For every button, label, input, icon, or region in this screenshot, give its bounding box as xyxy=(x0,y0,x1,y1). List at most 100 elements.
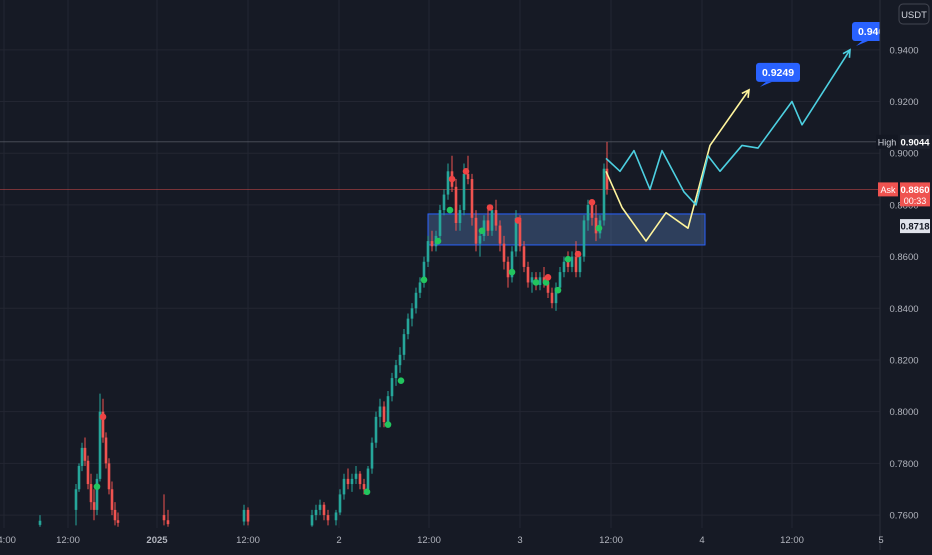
candle xyxy=(438,204,442,242)
candle xyxy=(346,468,350,490)
candle xyxy=(98,393,102,482)
signal-dot xyxy=(93,483,101,490)
candle xyxy=(310,509,314,527)
candle xyxy=(101,398,105,443)
candle xyxy=(605,141,609,195)
y-tick-label: 0.9200 xyxy=(889,97,918,108)
zone-rect[interactable] xyxy=(427,213,706,246)
svg-text:0.9044: 0.9044 xyxy=(900,137,930,148)
candle xyxy=(538,272,542,291)
projection-cyan xyxy=(605,49,851,206)
candle xyxy=(89,473,93,510)
signal-markers xyxy=(93,168,603,496)
currency-button-label: USDT xyxy=(901,10,927,21)
projection-paths xyxy=(605,48,851,242)
x-tick-label: 3 xyxy=(517,535,522,546)
projection-yellow xyxy=(605,89,750,242)
candle xyxy=(470,173,474,226)
candle xyxy=(498,220,502,252)
signal-dot xyxy=(462,168,470,175)
candle xyxy=(318,499,322,516)
y-tick-label: 0.8200 xyxy=(889,355,918,366)
candle xyxy=(374,411,378,448)
candle xyxy=(350,473,354,492)
svg-text:Ask: Ask xyxy=(880,185,896,195)
candle xyxy=(554,282,558,311)
candle xyxy=(386,391,390,425)
svg-text:0.8718: 0.8718 xyxy=(900,222,929,233)
candle xyxy=(86,455,90,490)
y-tick-label: 0.9000 xyxy=(889,149,918,160)
candle xyxy=(446,163,450,200)
candle xyxy=(526,261,530,288)
candle xyxy=(166,509,170,527)
signal-dot xyxy=(448,175,456,183)
candle xyxy=(242,504,246,526)
candle xyxy=(95,473,99,516)
candle xyxy=(370,437,374,474)
signal-dot xyxy=(363,488,371,496)
signal-dot xyxy=(574,250,582,258)
candle xyxy=(92,489,96,521)
candle xyxy=(394,359,398,386)
signal-dot xyxy=(478,227,486,235)
candle xyxy=(402,328,406,360)
signal-dot xyxy=(384,421,392,428)
candle xyxy=(522,241,526,273)
candle xyxy=(570,251,574,273)
signal-dot xyxy=(508,268,516,276)
y-tick-label: 0.9400 xyxy=(889,45,918,56)
candle xyxy=(458,204,462,231)
signal-dot xyxy=(532,279,540,286)
signal-dot xyxy=(554,286,562,294)
price-axis-panel[interactable] xyxy=(880,0,932,550)
x-tick-label: 04:00 xyxy=(0,535,16,546)
candle xyxy=(414,287,418,314)
candle xyxy=(478,230,482,257)
signal-dot xyxy=(420,276,428,284)
candle xyxy=(378,398,382,428)
candle xyxy=(246,507,250,526)
y-tick-label: 0.8600 xyxy=(889,252,918,263)
candle xyxy=(494,199,498,231)
signal-dot xyxy=(446,206,454,214)
y-tick-label: 0.8000 xyxy=(889,407,918,418)
x-tick-label: 2025 xyxy=(146,535,168,546)
signal-dot xyxy=(434,237,442,245)
candle xyxy=(342,473,346,500)
candle xyxy=(334,509,338,526)
candle xyxy=(418,277,422,298)
candle xyxy=(510,246,514,283)
candle xyxy=(83,437,87,466)
candle xyxy=(382,401,386,428)
candle xyxy=(322,502,326,521)
candle xyxy=(582,215,586,262)
candle xyxy=(454,179,458,231)
svg-text:High: High xyxy=(878,137,897,147)
candle xyxy=(474,210,478,252)
support-zone xyxy=(427,213,706,246)
projection-cyan-arrowhead xyxy=(842,48,851,58)
candle xyxy=(110,481,114,516)
candle xyxy=(562,256,566,278)
candle xyxy=(390,372,394,402)
candle xyxy=(107,458,111,495)
candle xyxy=(442,189,446,216)
candle xyxy=(426,235,430,267)
target-label[interactable]: 0.9249 xyxy=(756,62,800,87)
signal-dot xyxy=(514,217,522,224)
y-tick-label: 0.7600 xyxy=(889,511,918,522)
candle xyxy=(358,471,362,490)
signal-dot xyxy=(564,255,572,263)
signal-dot xyxy=(542,279,550,286)
x-tick-label: 12:00 xyxy=(56,535,80,546)
price-lines xyxy=(0,141,880,190)
candle xyxy=(366,465,370,492)
time-axis: 04:00 12:00 2025 12:00 2 12:00 3 12:00 4 12:00 5 xyxy=(0,535,884,546)
candle xyxy=(162,494,166,526)
currency-button[interactable]: USDT xyxy=(898,3,930,25)
